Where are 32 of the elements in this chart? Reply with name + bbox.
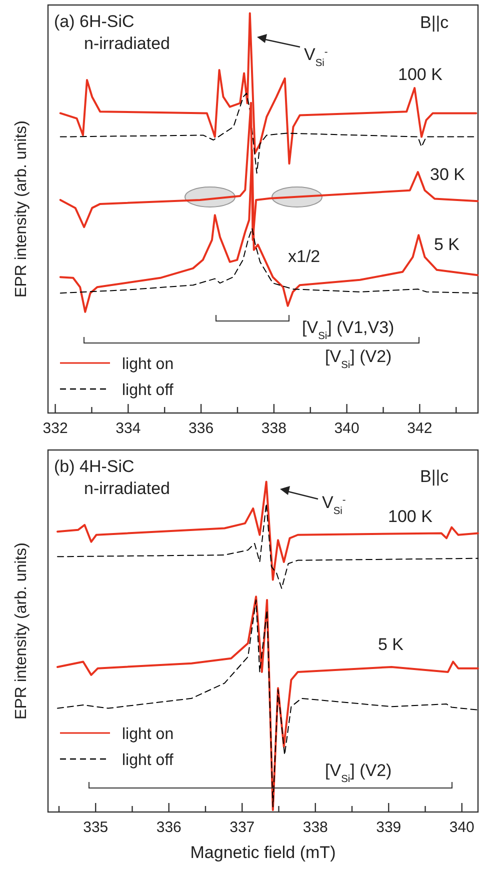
x-tick-label: 342 <box>407 420 432 437</box>
y-axis-title: EPR intensity (arb. units) <box>13 120 30 298</box>
text: (a) 6H-SiC n-irradiated <box>54 12 170 53</box>
x-tick-label: 337 <box>230 819 255 836</box>
x-tick-label: 338 <box>302 819 328 836</box>
legend-label: light off <box>122 382 174 399</box>
x-tick-label: 339 <box>376 819 402 836</box>
x-tick-label: 336 <box>188 420 214 437</box>
chart-title: (b) 4H-SiC n-irradiated <box>54 457 170 498</box>
x-tick-label: 336 <box>156 819 182 836</box>
x-tick-label: 334 <box>116 420 141 437</box>
annotation: B||c <box>420 13 450 32</box>
legend-label: light on <box>122 356 174 373</box>
annotation: [V$_{Si}$] (V2) <box>325 347 392 370</box>
x-tick-label: 340 <box>449 819 474 836</box>
annotation: B||c <box>420 467 450 486</box>
annotation: 30 K <box>430 165 466 184</box>
x-axis-title: Magnetic field (mT) <box>190 843 336 862</box>
x-tick-label: 340 <box>334 420 360 437</box>
annotation: [V$_{Si}$] (V1,V3) <box>302 318 394 342</box>
annotation: 100 K <box>398 65 444 84</box>
y-axis-title: EPR intensity (arb. units) <box>13 542 30 720</box>
legend-label: light off <box>122 752 174 769</box>
annotation: 100 K <box>388 507 434 526</box>
x-tick-label: 335 <box>83 819 108 836</box>
legend-label: light on <box>122 726 174 743</box>
annotation: 5 K <box>434 235 460 254</box>
x-tick-label: 332 <box>42 420 68 437</box>
x-tick-label: 338 <box>261 420 286 437</box>
annotation: [V$_{Si}$] (V2) <box>325 761 392 784</box>
annotation: 5 K <box>378 635 404 654</box>
annotation: x1/2 <box>288 247 320 266</box>
